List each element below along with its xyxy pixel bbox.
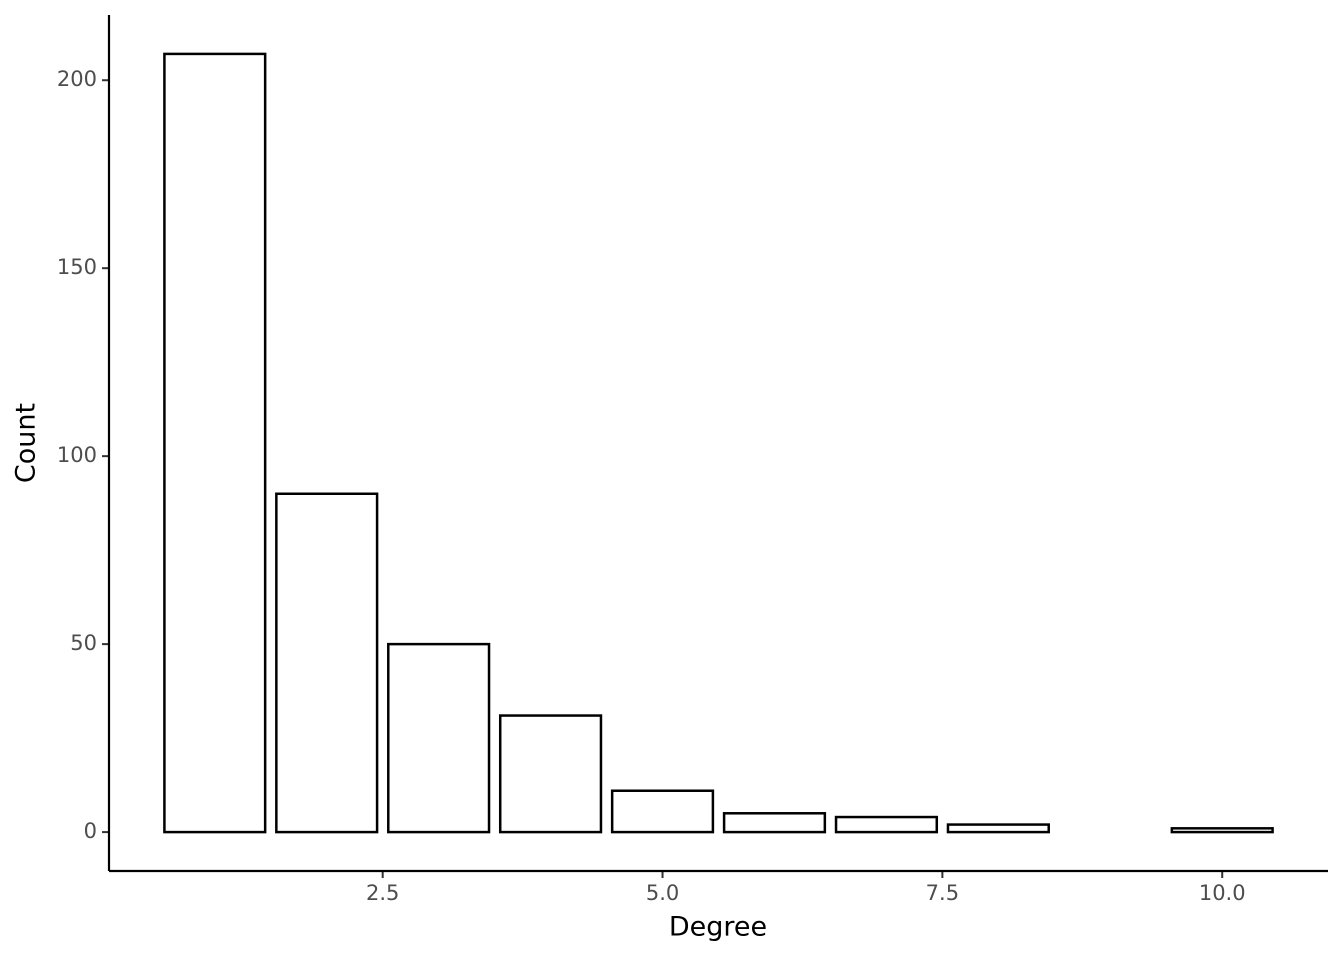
bar (387, 642, 491, 834)
bar (163, 52, 267, 834)
x-tick-label: 7.5 (926, 881, 959, 905)
bar (275, 492, 379, 834)
x-tick-label: 5.0 (646, 881, 679, 905)
y-tick-label: 50 (70, 631, 97, 655)
y-tick-label: 200 (57, 67, 97, 91)
bar (610, 789, 715, 834)
x-axis-title: Degree (669, 912, 767, 943)
y-tick-label: 150 (57, 255, 97, 279)
x-tick-label: 10.0 (1199, 881, 1246, 905)
y-tick-label: 0 (84, 819, 97, 843)
y-tick-label: 100 (57, 443, 97, 467)
bar (722, 812, 827, 834)
bar (946, 823, 1050, 834)
bar (1170, 827, 1274, 834)
y-axis-title: Count (11, 403, 42, 483)
x-tick-label: 2.5 (366, 881, 399, 905)
bar (834, 815, 939, 834)
bar (498, 714, 603, 834)
